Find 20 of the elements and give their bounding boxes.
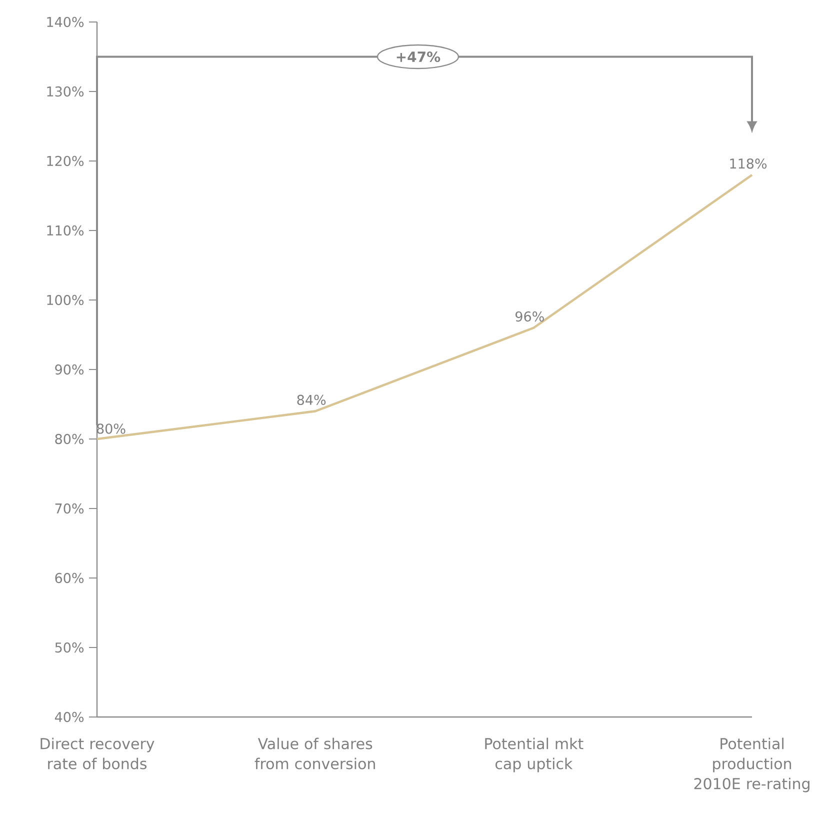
y-tick-label: 110% [47,225,84,236]
data-label: 96% [516,311,544,322]
x-tick-label: Potential mkt cap uptick [485,738,584,772]
y-tick-label: 130% [47,86,84,97]
y-tick-label: 90% [55,364,84,375]
line-series [96,174,754,440]
y-tick-label: 40% [54,712,84,722]
y-tick-label: 120% [47,156,84,166]
y-tick-label: 50% [55,642,84,653]
y-tick-label: 60% [55,572,84,584]
y-tick-label: 70% [55,503,84,514]
y-tick-label: 140% [47,16,84,28]
annotation: +47% [396,51,440,62]
x-tick-label: Direct recovery rate of bonds [40,738,154,770]
data-label: 84% [297,394,326,405]
x-tick-label: Value of shares from conversion [254,738,375,770]
y-tick-label: 100% [47,294,84,306]
x-tick-label: Potential production 2010E re-rating [694,738,810,792]
y-tick-label: 80% [55,434,84,444]
data-label: 118% [730,158,767,169]
